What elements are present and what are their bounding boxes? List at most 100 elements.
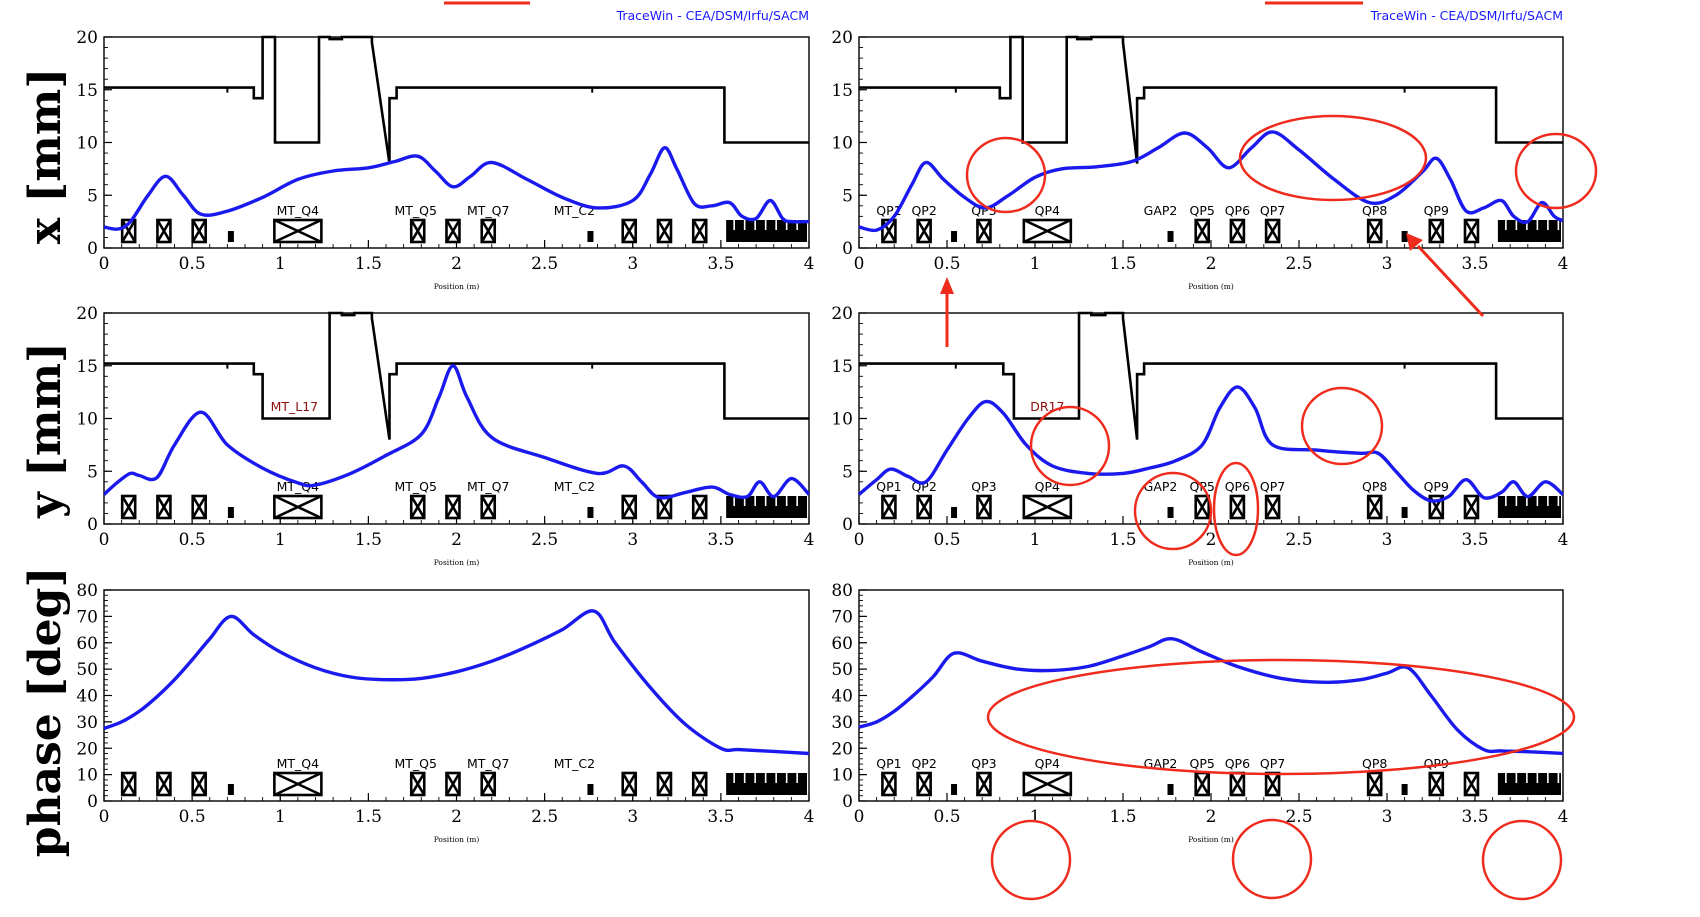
quadrupole-cross <box>1367 772 1383 796</box>
gap-glyph <box>587 231 594 242</box>
quadrupole-cross <box>410 219 426 243</box>
quadrupole-cross <box>621 772 637 796</box>
x-tick-label: 0.5 <box>179 530 206 550</box>
tracewin-credit: TraceWin - CEA/DSM/Irfu/SACM <box>616 8 809 23</box>
y-tick-label: 10 <box>831 134 853 154</box>
quadrupole-cross <box>1264 219 1281 243</box>
element-label: MT_Q5 <box>394 756 436 771</box>
envelope-series-line <box>103 146 810 231</box>
x-tick-label: 1.5 <box>1109 807 1136 827</box>
y-tick-label: 40 <box>76 687 98 707</box>
gap-glyph <box>227 784 234 795</box>
quadrupole-cross <box>156 219 172 243</box>
y-tick-label: 20 <box>831 28 853 48</box>
quadrupole-cross <box>191 772 207 796</box>
x-tick-label: 1 <box>1030 807 1041 827</box>
quadrupole-cross <box>1194 495 1210 519</box>
gap-glyph <box>1167 231 1174 242</box>
element-label: QP8 <box>1362 479 1387 494</box>
quadrupole-cross <box>916 219 932 243</box>
element-label: QP4 <box>1035 756 1060 771</box>
y-tick-label: 20 <box>76 739 98 759</box>
element-label: MT_Q7 <box>467 756 509 771</box>
x-tick-label: 4 <box>804 254 815 274</box>
x-tick-label: 3 <box>627 254 638 274</box>
quadrupole-cross <box>916 495 932 519</box>
y-tick-label: 10 <box>831 766 853 786</box>
y-tick-label: 20 <box>831 304 853 324</box>
element-label: MT_Q5 <box>394 479 436 494</box>
highlight-circle-qp9-x <box>1514 132 1598 210</box>
x-axis-label: Position (m) <box>1188 282 1234 291</box>
highlight-ellipse-phase <box>986 658 1576 776</box>
quadrupole-cross <box>656 219 673 243</box>
y-tick-label: 5 <box>87 186 98 206</box>
panel-left-phase: 0 10 20 30 40 50 60 70 80 0 0.5 1 1.5 2 2.5 3 3.5 4 Positi… <box>76 581 814 844</box>
beamline-elements: MT_Q4 MT_Q5 MT_Q7 MT_C2 <box>120 756 807 797</box>
x-axis-label: Position (m) <box>1188 558 1234 567</box>
x-tick-label: 2.5 <box>1285 254 1312 274</box>
y-tick-label: 30 <box>76 713 98 733</box>
quadrupole-cross <box>1428 219 1444 243</box>
beamline-elements: MT_Q4 MT_Q5 MT_Q7 MT_C2 <box>120 203 807 244</box>
row-label-x: x [mm] <box>20 68 71 244</box>
panel-left-y: 0 5 10 15 20 0 0.5 1 1.5 2 2.5 3 3.5 4 Position (m) MT_… <box>76 304 814 567</box>
aperture-line <box>104 311 809 440</box>
x-tick-label: 3 <box>627 807 638 827</box>
element-label: GAP2 <box>1144 479 1178 494</box>
element-label: MT_C2 <box>554 756 595 771</box>
envelope-series-line <box>103 609 810 756</box>
y-tick-label: 50 <box>831 660 853 680</box>
element-label: MT_Q4 <box>277 479 320 494</box>
highlight-circle-qp6-y <box>1300 386 1384 466</box>
y-tick-label: 40 <box>831 687 853 707</box>
beamline-elements: QP1 QP2 QP3 QP4 GAP2 QP5 QP6 QP7 QP8 QP9 <box>876 203 1561 244</box>
x-tick-label: 3.5 <box>707 530 734 550</box>
envelope-series-line <box>102 364 811 500</box>
quadrupole-cross <box>692 495 708 519</box>
y-tick-label: 60 <box>831 634 853 654</box>
quadrupole-cross <box>445 772 461 796</box>
x-tick-label: 0 <box>99 807 110 827</box>
panel-right-y: 0 5 10 15 20 0 0.5 1 1.5 2 2.5 3 3.5 4 Position (m) QP1… <box>831 304 1568 567</box>
y-tick-label: 0 <box>87 792 98 812</box>
row-label-phase: phase [deg] <box>20 567 71 858</box>
quadrupole-cross <box>480 495 496 519</box>
panel-right-phase: 0 10 20 30 40 50 60 70 80 0 0.5 1 1.5 2 2.5 3 3.5 4 Positi… <box>831 581 1568 844</box>
element-label: QP1 <box>876 479 901 494</box>
y-tick-label: 0 <box>87 515 98 535</box>
highlight-circle-qp4-y <box>1133 471 1213 551</box>
x-tick-label: 0 <box>99 530 110 550</box>
y-tick-label: 0 <box>842 239 853 259</box>
y-tick-label: 60 <box>76 634 98 654</box>
quadrupole-cross <box>191 219 207 243</box>
x-tick-label: 0 <box>854 254 865 274</box>
large-quadrupole-cross <box>273 771 322 797</box>
x-tick-label: 2.5 <box>531 807 558 827</box>
element-label: QP2 <box>911 756 936 771</box>
element-label: MT_Q7 <box>467 479 509 494</box>
quadrupole-cross <box>621 219 637 243</box>
quadrupole-cross <box>1463 219 1480 243</box>
x-tick-label: 0.5 <box>179 807 206 827</box>
beamline-elements: MT_Q4 MT_Q5 MT_Q7 MT_C2 <box>120 479 807 520</box>
x-tick-label: 4 <box>1558 530 1569 550</box>
quadrupole-cross <box>121 219 137 243</box>
element-label: QP6 <box>1225 479 1250 494</box>
gap-glyph <box>227 231 234 242</box>
highlight-circle-phase-qp2 <box>990 819 1072 901</box>
y-tick-label: 50 <box>76 660 98 680</box>
highlight-annotations <box>940 114 1598 901</box>
envelope-series-line <box>858 637 1564 756</box>
quadrupole-cross <box>1229 219 1246 243</box>
element-label: QP6 <box>1225 203 1250 218</box>
dense-elements-block <box>1497 220 1561 242</box>
y-tick-label: 10 <box>831 410 853 430</box>
quadrupole-cross <box>976 772 992 796</box>
quadrupole-cross <box>156 495 172 519</box>
x-tick-label: 4 <box>1558 254 1569 274</box>
gap-glyph <box>1167 784 1174 795</box>
y-tick-label: 15 <box>831 357 853 377</box>
quadrupole-cross <box>1367 219 1383 243</box>
x-tick-label: 4 <box>804 807 815 827</box>
